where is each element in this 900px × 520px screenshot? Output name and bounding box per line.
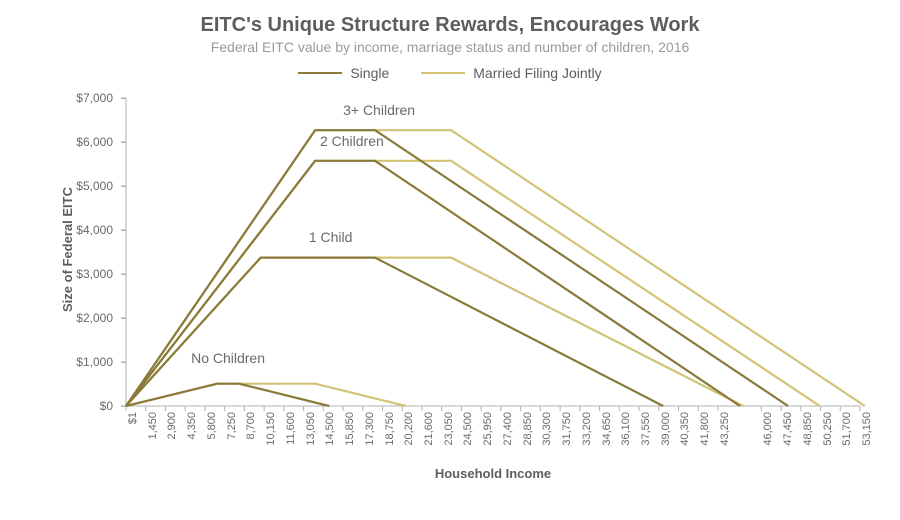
y-tick-label: $0 [100,399,117,413]
y-tick: $2,000 [76,311,126,325]
y-tick-label: $3,000 [76,267,117,281]
y-tick: $5,000 [76,179,126,193]
x-tick-label: 46,000 [762,412,774,446]
x-tick-label: 51,700 [841,412,853,446]
x-tick-label: 23,050 [443,412,455,446]
y-tick: $6,000 [76,135,126,149]
chart-subtitle: Federal EITC value by income, marriage s… [0,37,900,55]
y-tick: $7,000 [76,91,126,105]
y-tick-label: $1,000 [76,355,117,369]
y-axis-title: Size of Federal EITC [60,187,75,312]
y-tick: $0 [100,399,126,413]
x-tick-label: 10,150 [265,412,277,446]
x-tick-label: 13,050 [305,412,317,446]
x-tick-label: 30,300 [541,412,553,446]
x-tick-label: 41,800 [699,412,711,446]
x-tick-label: 5,800 [206,412,218,440]
y-tick-mark [121,406,126,407]
chart-title: EITC's Unique Structure Rewards, Encoura… [0,0,900,37]
y-tick-mark [121,186,126,187]
x-tick-label: 33,200 [581,412,593,446]
x-tick-label: 48,850 [802,412,814,446]
series-annotation: 3+ Children [343,102,415,118]
x-tick-label: 34,650 [601,412,613,446]
plot-area: $0$1,000$2,000$3,000$4,000$5,000$6,000$7… [126,98,860,406]
x-tick-label: 18,750 [384,412,396,446]
y-tick-mark [121,98,126,99]
x-tick-label: 7,250 [226,412,238,440]
y-tick-label: $4,000 [76,223,117,237]
y-tick-label: $2,000 [76,311,117,325]
x-tick-label: 36,100 [620,412,632,446]
y-tick: $1,000 [76,355,126,369]
legend: Single Married Filing Jointly [0,65,900,81]
series-annotation: No Children [191,350,265,366]
x-tick-label: 43,250 [719,412,731,446]
legend-swatch-married [421,72,465,74]
legend-label-single: Single [350,65,389,81]
chart-container: EITC's Unique Structure Rewards, Encoura… [0,0,900,520]
x-tick-label: 11,600 [285,412,297,445]
x-tick-label: 37,550 [640,412,652,446]
x-tick-label: 8,700 [245,412,257,440]
x-tick-label: 1,450 [147,412,159,440]
x-tick-label: 50,250 [822,412,834,446]
legend-swatch-single [298,72,342,74]
x-tick-label: 28,850 [522,412,534,446]
y-tick-mark [121,362,126,363]
x-tick-label: 53,150 [861,412,873,446]
x-tick-label: $1 [127,412,139,424]
y-tick-label: $7,000 [76,91,117,105]
y-tick-mark [121,318,126,319]
x-tick-label: 20,200 [403,412,415,446]
x-tick-label: 39,000 [660,412,672,446]
x-tick-label: 31,750 [561,412,573,446]
x-tick-label: 4,350 [186,412,198,440]
y-tick-mark [121,230,126,231]
x-tick-label: 25,950 [482,412,494,446]
x-tick-label: 14,500 [324,412,336,446]
series-annotation: 2 Children [320,133,384,149]
x-tick-label: 17,300 [364,412,376,446]
x-tick-label: 24,500 [462,412,474,446]
x-tick-label: 40,350 [679,412,691,446]
legend-label-married: Married Filing Jointly [473,65,601,81]
x-tick-label: 2,900 [166,412,178,440]
y-tick-label: $5,000 [76,179,117,193]
y-tick: $3,000 [76,267,126,281]
y-tick: $4,000 [76,223,126,237]
y-tick-label: $6,000 [76,135,117,149]
x-axis-title: Household Income [126,466,860,481]
x-tick-label: 47,450 [782,412,794,446]
legend-item-married: Married Filing Jointly [421,65,601,81]
legend-item-single: Single [298,65,389,81]
x-tick-label: 15,850 [344,412,356,446]
y-tick-mark [121,142,126,143]
x-tick-label: 27,400 [502,412,514,446]
series-annotation: 1 Child [309,229,353,245]
x-tick-label: 21,600 [423,412,435,446]
y-tick-mark [121,274,126,275]
